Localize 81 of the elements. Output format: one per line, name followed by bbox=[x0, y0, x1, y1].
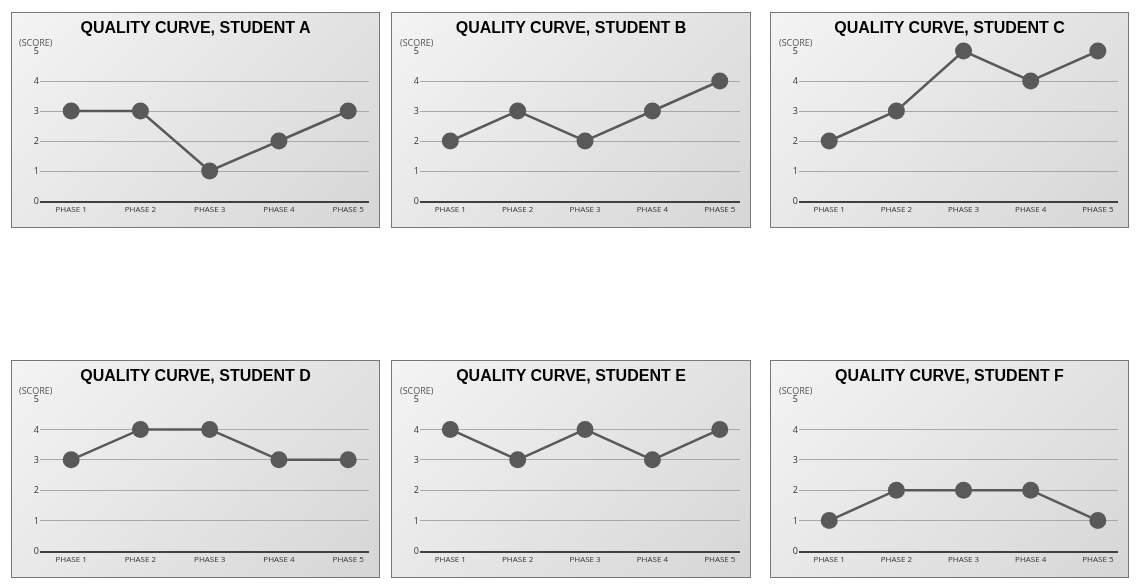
x-tick-label: PHASE 5 bbox=[1082, 553, 1114, 565]
x-tick-label: PHASE 2 bbox=[124, 553, 157, 565]
point bbox=[339, 102, 357, 120]
point bbox=[711, 72, 729, 90]
chart-title: QUALITY CURVE, STUDENT B bbox=[455, 18, 687, 36]
y-tick-label: 4 bbox=[413, 422, 419, 436]
x-tick-label: PHASE 5 bbox=[704, 553, 736, 565]
y-tick-label: 1 bbox=[792, 513, 798, 527]
y-tick-label: 1 bbox=[413, 513, 419, 527]
chart-title: QUALITY CURVE, STUDENT E bbox=[456, 366, 687, 384]
y-tick-label: 0 bbox=[413, 194, 419, 208]
point bbox=[955, 42, 973, 60]
x-tick-label: PHASE 4 bbox=[636, 553, 669, 565]
y-tick-label: 1 bbox=[413, 164, 419, 178]
y-tick-label: 0 bbox=[792, 544, 798, 558]
y-tick-label: 4 bbox=[792, 422, 798, 436]
y-tick-label: 2 bbox=[792, 483, 798, 497]
x-tick-label: PHASE 3 bbox=[947, 553, 980, 565]
point bbox=[643, 102, 661, 120]
x-tick-label: PHASE 3 bbox=[569, 203, 602, 215]
x-tick-label: PHASE 1 bbox=[55, 203, 87, 215]
x-tick-label: PHASE 4 bbox=[636, 203, 669, 215]
point bbox=[820, 132, 838, 150]
y-tick-label: 0 bbox=[33, 544, 39, 558]
x-tick-label: PHASE 4 bbox=[1015, 553, 1047, 565]
y-tick-label: 3 bbox=[792, 452, 798, 466]
y-tick-label: 2 bbox=[413, 134, 419, 148]
y-tick-label: 2 bbox=[792, 134, 798, 148]
point bbox=[201, 162, 219, 180]
x-tick-label: PHASE 4 bbox=[263, 203, 296, 215]
y-tick-label: 3 bbox=[33, 452, 39, 466]
x-tick-label: PHASE 3 bbox=[194, 553, 226, 565]
point bbox=[441, 132, 459, 150]
point bbox=[887, 102, 905, 120]
point bbox=[576, 132, 594, 150]
x-tick-label: PHASE 1 bbox=[813, 203, 845, 215]
point bbox=[131, 102, 149, 120]
point bbox=[1022, 72, 1040, 90]
y-tick-label: 4 bbox=[33, 422, 39, 436]
y-tick-label: 3 bbox=[33, 104, 39, 118]
y-tick-label: 0 bbox=[792, 194, 798, 208]
x-tick-label: PHASE 2 bbox=[124, 203, 157, 215]
y-tick-label: 0 bbox=[413, 544, 419, 558]
y-tick-label: 1 bbox=[33, 513, 39, 527]
x-tick-label: PHASE 1 bbox=[434, 203, 466, 215]
y-tick-label: 3 bbox=[413, 104, 419, 118]
x-tick-label: PHASE 3 bbox=[947, 203, 980, 215]
y-tick-label: 1 bbox=[33, 164, 39, 178]
y-tick-label: 1 bbox=[792, 164, 798, 178]
x-tick-label: PHASE 4 bbox=[1015, 203, 1047, 215]
x-tick-label: PHASE 2 bbox=[502, 203, 534, 215]
x-tick-label: PHASE 5 bbox=[332, 553, 365, 565]
y-tick-label: 4 bbox=[792, 74, 798, 88]
chart-title: QUALITY CURVE, STUDENT F bbox=[835, 366, 1065, 384]
x-tick-label: PHASE 5 bbox=[332, 203, 365, 215]
chart-title: QUALITY CURVE, STUDENT D bbox=[80, 366, 311, 384]
point bbox=[270, 132, 288, 150]
x-tick-label: PHASE 1 bbox=[434, 553, 466, 565]
y-tick-label: 3 bbox=[413, 452, 419, 466]
y-tick-label: 4 bbox=[413, 74, 419, 88]
point bbox=[509, 102, 527, 120]
y-tick-label: 3 bbox=[792, 104, 798, 118]
x-tick-label: PHASE 5 bbox=[704, 203, 736, 215]
x-tick-label: PHASE 1 bbox=[55, 553, 87, 565]
x-tick-label: PHASE 2 bbox=[880, 553, 913, 565]
y-tick-label: 0 bbox=[33, 194, 39, 208]
x-tick-label: PHASE 3 bbox=[194, 203, 226, 215]
x-tick-label: PHASE 3 bbox=[569, 553, 602, 565]
x-tick-label: PHASE 4 bbox=[263, 553, 296, 565]
y-tick-label: 4 bbox=[33, 74, 39, 88]
chart-title: QUALITY CURVE, STUDENT C bbox=[834, 18, 1066, 36]
x-tick-label: PHASE 5 bbox=[1082, 203, 1114, 215]
y-tick-label: 2 bbox=[413, 483, 419, 497]
point bbox=[1089, 42, 1107, 60]
chart-title: QUALITY CURVE, STUDENT A bbox=[80, 18, 311, 36]
x-tick-label: PHASE 2 bbox=[502, 553, 534, 565]
y-tick-label: 2 bbox=[33, 483, 39, 497]
point bbox=[62, 102, 80, 120]
y-tick-label: 2 bbox=[33, 134, 39, 148]
x-tick-label: PHASE 1 bbox=[813, 553, 845, 565]
x-tick-label: PHASE 2 bbox=[880, 203, 913, 215]
